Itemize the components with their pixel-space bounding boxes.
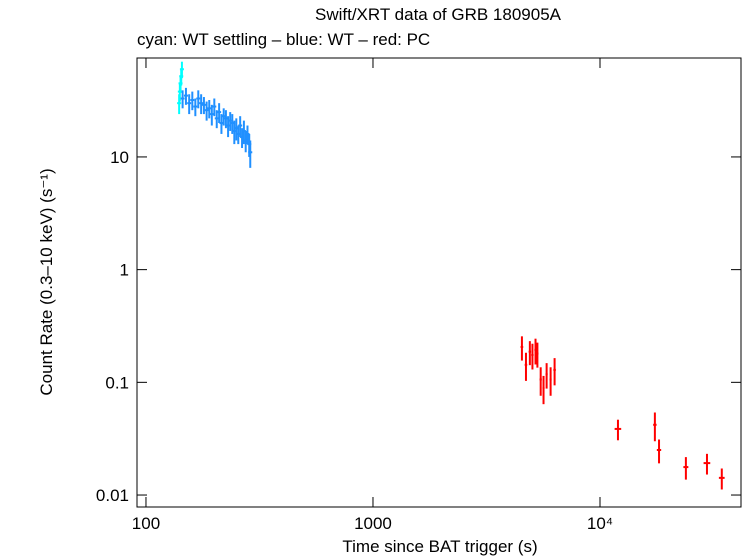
y-tick-label: 0.1 <box>105 373 129 392</box>
axes: 100 1000 10⁴ 0.01 0.1 1 10 <box>96 58 741 533</box>
y-axis-label: Count Rate (0.3–10 keV) (s⁻¹) <box>37 168 56 395</box>
y-tick-label: 0.01 <box>96 486 129 505</box>
chart-title: Swift/XRT data of GRB 180905A <box>315 5 562 24</box>
plot <box>177 61 725 490</box>
x-axis-label: Time since BAT trigger (s) <box>342 537 537 556</box>
y-tick-label: 1 <box>120 261 129 280</box>
x-tick-label: 1000 <box>354 514 392 533</box>
x-tick-label: 100 <box>132 514 160 533</box>
y-tick-label: 10 <box>110 148 129 167</box>
x-tick-label: 10⁴ <box>587 514 613 533</box>
chart-subtitle: cyan: WT settling – blue: WT – red: PC <box>137 30 430 49</box>
plot-frame <box>136 57 742 508</box>
